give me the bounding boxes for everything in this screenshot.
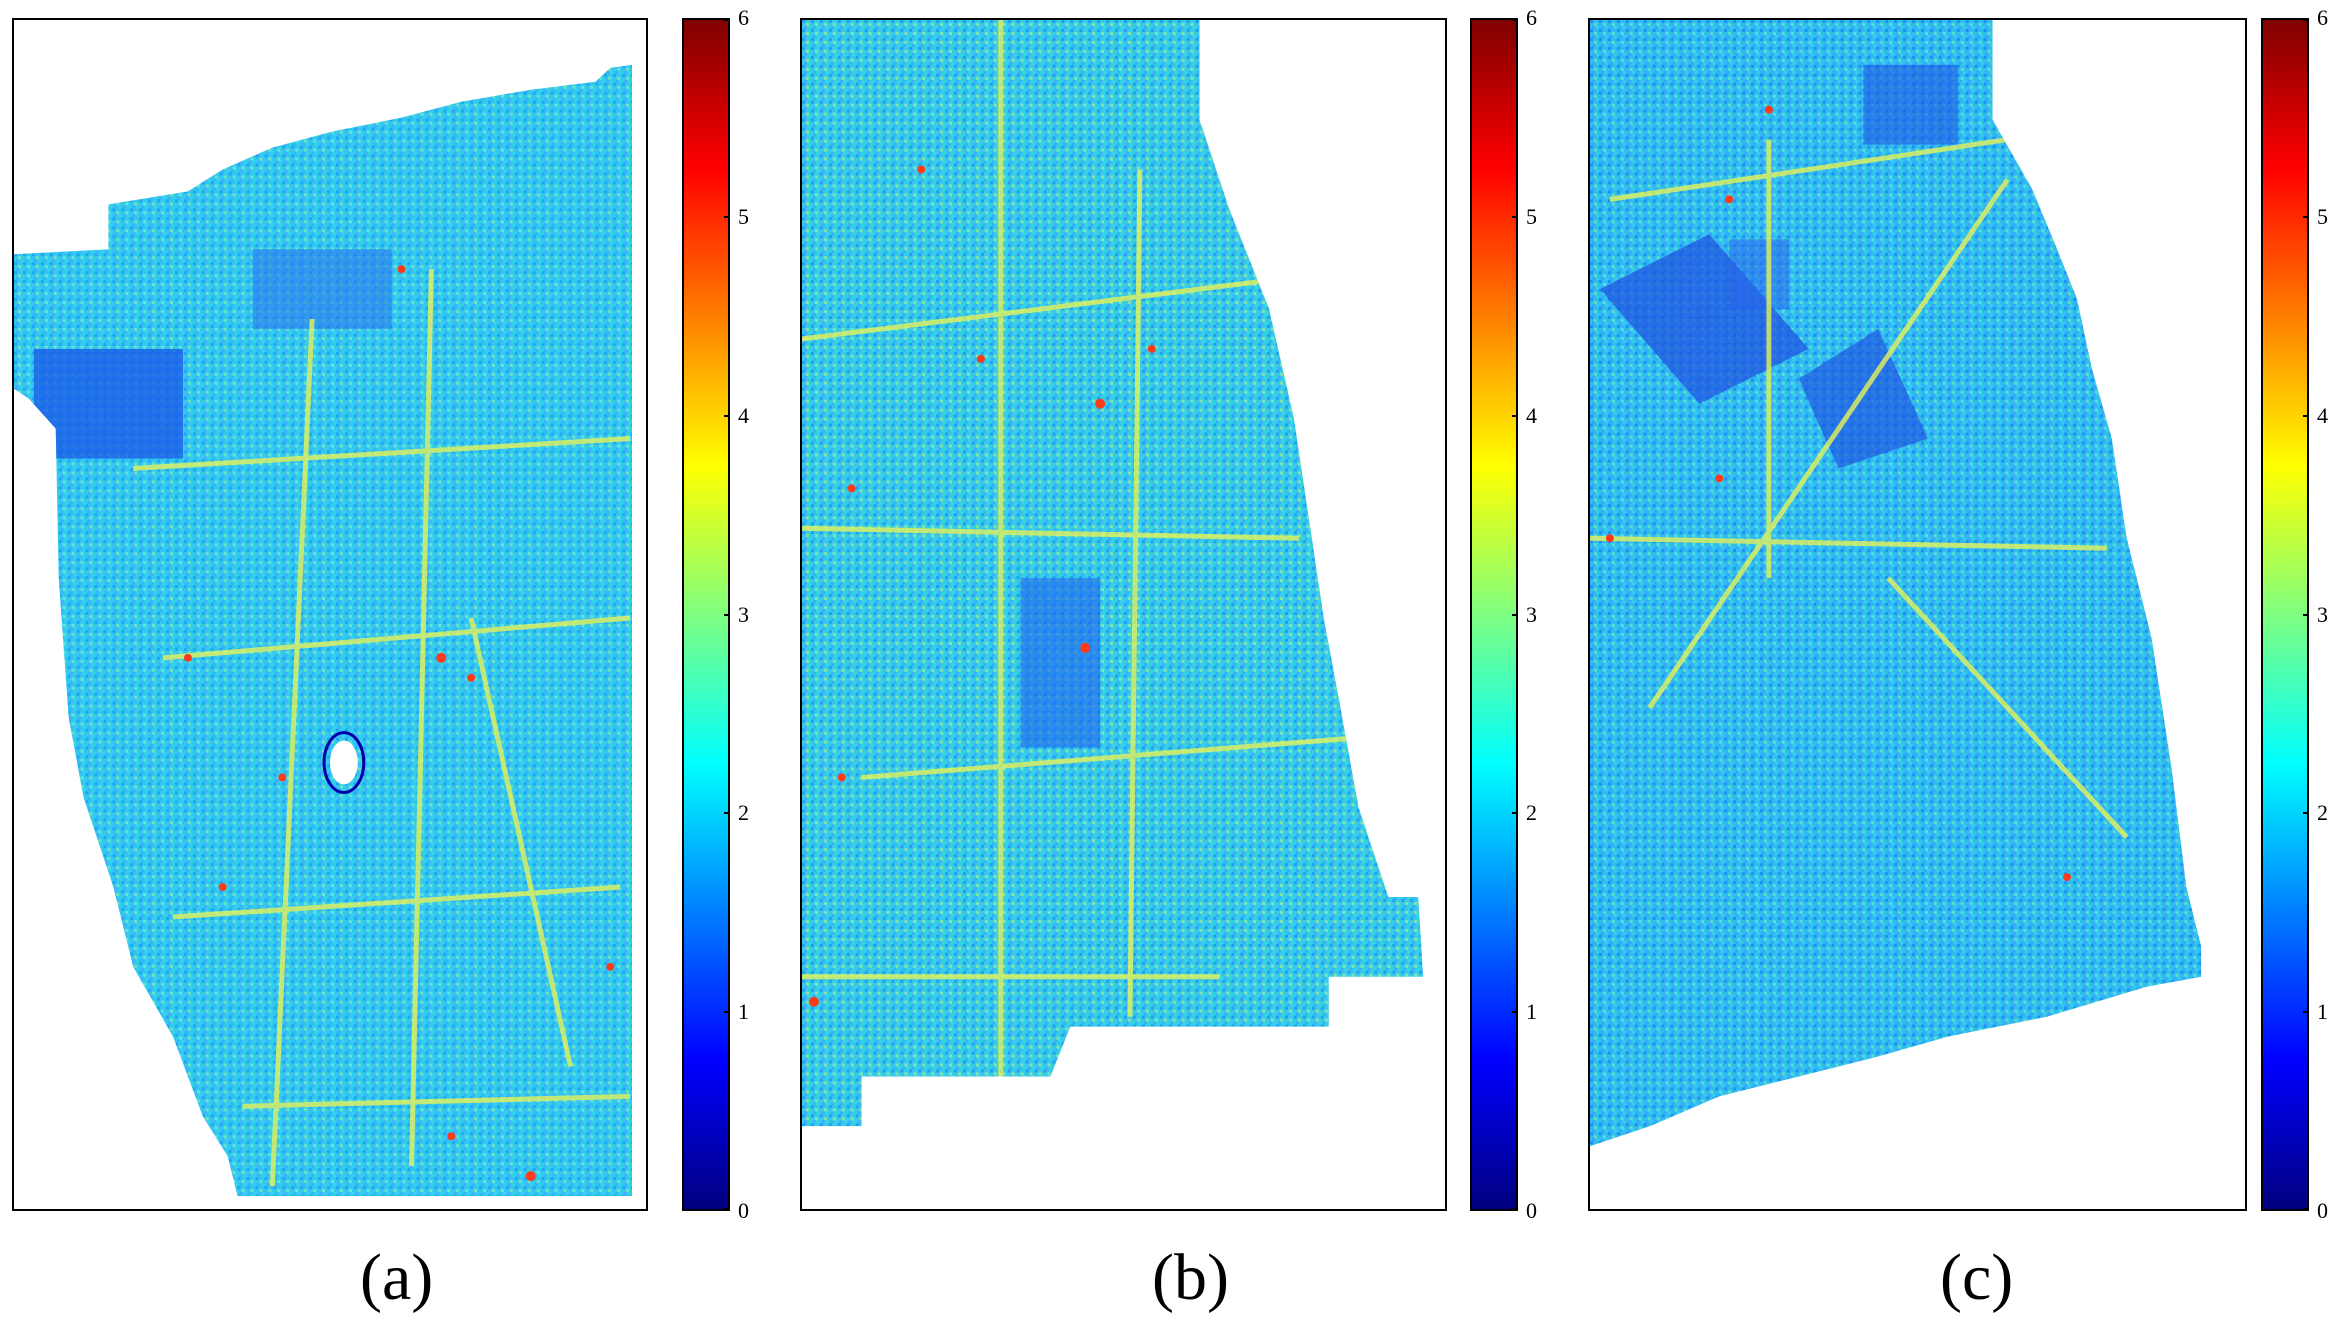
colorbar-tick-mark: [2303, 1208, 2309, 1210]
colorbar-tick-label: 5: [2317, 203, 2328, 229]
colorbar-tick-mark: [724, 1208, 730, 1210]
panel-caption-b: (b): [1152, 1241, 1229, 1314]
colorbar-tick-mark: [1512, 414, 1518, 417]
colorbar-gradient: [1472, 20, 1516, 1209]
colorbar-tick-label: 0: [1526, 1198, 1537, 1223]
colorbar-tick-label: 2: [2317, 800, 2328, 826]
colorbar-tick-mark: [724, 812, 730, 815]
colorbar-tick-mark: [724, 613, 730, 616]
colorbar-tick-label: 5: [1526, 203, 1537, 229]
colorbar-tick-label: 0: [2317, 1198, 2328, 1223]
colorbar-a: [682, 18, 730, 1211]
colorbar-tick-mark: [2303, 1011, 2309, 1014]
colorbar-tick-mark: [1512, 613, 1518, 616]
colorbar-tick-mark: [724, 1011, 730, 1014]
map-c-raster: [1590, 20, 2202, 1147]
colorbar-tick-mark: [1512, 1208, 1518, 1210]
colorbar-tick-label: 6: [738, 5, 749, 30]
colorbar-tick-mark: [2303, 812, 2309, 815]
colorbar-tick-mark: [2303, 613, 2309, 616]
colorbar-tick-mark: [724, 19, 730, 21]
panel-caption-c: (c): [1940, 1241, 2014, 1314]
map-panel-c: [1588, 18, 2247, 1211]
colorbar-tick-label: 1: [2317, 999, 2328, 1025]
colorbar-tick-label: 0: [738, 1198, 749, 1223]
colorbar-tick-label: 4: [738, 402, 749, 428]
colorbar-tick-mark: [1512, 1011, 1518, 1014]
colorbar-tick-mark: [2303, 215, 2309, 218]
map-panel-a: [12, 18, 648, 1211]
colorbar-tick-label: 6: [1526, 5, 1537, 30]
colorbar-tick-label: 2: [1526, 800, 1537, 826]
colorbar-c: [2261, 18, 2309, 1211]
colorbar-tick-label: 2: [738, 800, 749, 826]
colorbar-tick-label: 3: [2317, 601, 2328, 627]
colorbar-tick-mark: [2303, 19, 2309, 21]
colorbar-tick-label: 4: [1526, 402, 1537, 428]
colorbar-b: [1470, 18, 1518, 1211]
colorbar-tick-label: 4: [2317, 402, 2328, 428]
colorbar-tick-mark: [1512, 215, 1518, 218]
colorbar-tick-mark: [724, 414, 730, 417]
map-b-raster: [802, 20, 1424, 1127]
colorbar-tick-mark: [1512, 812, 1518, 815]
colorbar-gradient: [684, 20, 728, 1209]
colorbar-tick-label: 1: [738, 999, 749, 1025]
panel-caption-a: (a): [360, 1241, 434, 1314]
colorbar-tick-label: 6: [2317, 5, 2328, 30]
colorbar-tick-mark: [2303, 414, 2309, 417]
colorbar-tick-label: 1: [1526, 999, 1537, 1025]
colorbar-tick-label: 5: [738, 203, 749, 229]
colorbar-tick-mark: [724, 215, 730, 218]
map-panel-b: [800, 18, 1447, 1211]
colorbar-tick-label: 3: [738, 601, 749, 627]
map-a-raster: [14, 64, 633, 1197]
colorbar-tick-label: 3: [1526, 601, 1537, 627]
colorbar-tick-mark: [1512, 19, 1518, 21]
colorbar-gradient: [2263, 20, 2307, 1209]
